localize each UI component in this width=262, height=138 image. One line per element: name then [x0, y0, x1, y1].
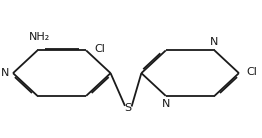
Text: N: N: [210, 37, 219, 47]
Text: N: N: [162, 99, 170, 109]
Text: Cl: Cl: [94, 44, 105, 54]
Text: Cl: Cl: [247, 67, 258, 77]
Text: NH₂: NH₂: [29, 32, 51, 42]
Text: N: N: [1, 68, 9, 78]
Text: S: S: [124, 103, 132, 113]
